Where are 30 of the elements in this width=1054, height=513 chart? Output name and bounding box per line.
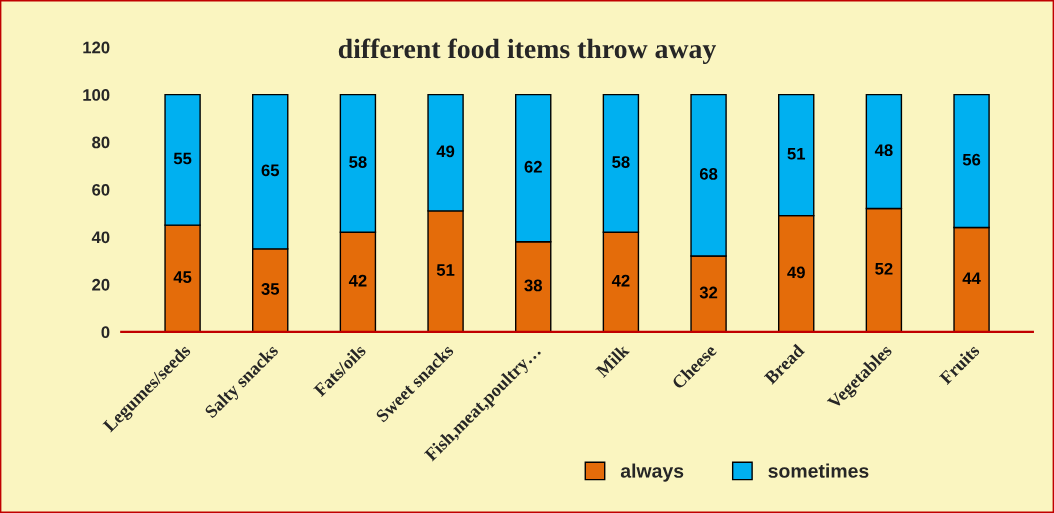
- data-label: 56: [962, 153, 981, 166]
- y-tick-label: 0: [101, 326, 110, 339]
- data-label: 58: [349, 156, 367, 168]
- y-tick-label: 40: [91, 231, 110, 244]
- data-label: 65: [261, 164, 280, 177]
- data-label: 38: [524, 279, 542, 292]
- data-label: 45: [173, 271, 192, 283]
- data-label: 49: [436, 145, 455, 158]
- data-label: 35: [261, 283, 280, 295]
- data-label: 55: [173, 152, 192, 165]
- data-label: 58: [612, 156, 630, 168]
- data-label: 42: [611, 274, 630, 287]
- y-tick-label: 20: [92, 278, 110, 291]
- data-label: 48: [874, 144, 893, 157]
- legend-label: sometimes: [768, 463, 869, 478]
- y-tick-label: 60: [92, 183, 110, 196]
- y-tick-label: 120: [83, 41, 110, 54]
- y-tick-label: 80: [92, 136, 110, 149]
- data-label: 51: [436, 264, 455, 276]
- data-label: 42: [348, 274, 367, 287]
- legend-label: always: [620, 463, 684, 482]
- data-label: 49: [787, 266, 805, 279]
- data-label: 32: [699, 286, 718, 299]
- data-label: 68: [699, 167, 718, 180]
- data-label: 44: [962, 272, 981, 285]
- data-label: 62: [524, 160, 542, 173]
- data-label: 51: [787, 147, 806, 160]
- y-tick-label: 100: [83, 89, 110, 101]
- data-label: 52: [875, 262, 893, 275]
- chart-title: different food items throw away: [338, 38, 717, 65]
